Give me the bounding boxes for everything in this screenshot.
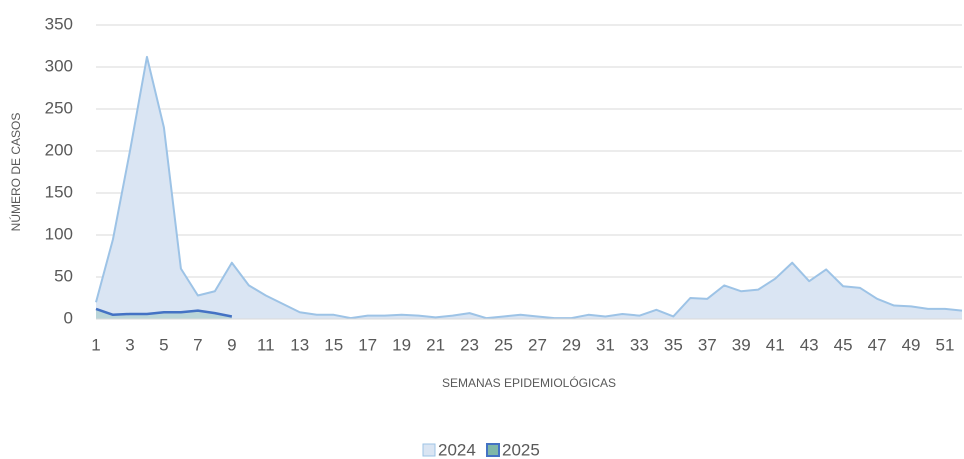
y-tick-label: 150 — [45, 182, 73, 201]
series-line — [95, 307, 233, 318]
legend-label: 2024 — [438, 440, 476, 459]
x-tick-label: 1 — [91, 335, 100, 354]
x-tick-label: 21 — [426, 335, 445, 354]
y-tick-label: 300 — [45, 56, 73, 75]
area-fill — [96, 56, 962, 320]
x-tick-label: 13 — [290, 335, 309, 354]
x-tick-label: 27 — [528, 335, 547, 354]
x-axis-title: SEMANAS EPIDEMIOLÓGICAS — [442, 375, 616, 390]
x-tick-label: 5 — [159, 335, 168, 354]
y-tick-label: 200 — [45, 140, 73, 159]
x-tick-label: 35 — [664, 335, 683, 354]
legend-swatch — [486, 443, 500, 457]
x-tick-label: 39 — [732, 335, 751, 354]
y-tick-label: 250 — [45, 98, 73, 117]
x-tick-label: 9 — [227, 335, 236, 354]
x-tick-label: 17 — [358, 335, 377, 354]
x-tick-label: 45 — [834, 335, 853, 354]
x-tick-label: 29 — [562, 335, 581, 354]
x-tick-label: 31 — [596, 335, 615, 354]
x-tick-label: 19 — [392, 335, 411, 354]
legend-swatch — [422, 443, 436, 457]
x-tick-label: 3 — [125, 335, 134, 354]
y-tick-label: 100 — [45, 224, 73, 243]
x-tick-label: 37 — [698, 335, 717, 354]
y-axis-title: NÚMERO DE CASOS — [8, 113, 23, 232]
x-tick-label: 25 — [494, 335, 513, 354]
x-tick-label: 43 — [800, 335, 819, 354]
x-tick-label: 7 — [193, 335, 202, 354]
x-tick-label: 47 — [868, 335, 887, 354]
x-tick-label: 49 — [902, 335, 921, 354]
x-tick-label: 51 — [936, 335, 955, 354]
y-tick-label: 50 — [54, 266, 73, 285]
x-tick-label: 23 — [460, 335, 479, 354]
x-tick-label: 41 — [766, 335, 785, 354]
y-tick-label: 350 — [45, 14, 73, 33]
series-line — [95, 55, 963, 320]
y-tick-label: 0 — [64, 308, 73, 327]
x-tick-label: 11 — [257, 335, 275, 354]
x-tick-label: 15 — [324, 335, 343, 354]
x-tick-label: 33 — [630, 335, 649, 354]
legend-label: 2025 — [502, 440, 540, 459]
